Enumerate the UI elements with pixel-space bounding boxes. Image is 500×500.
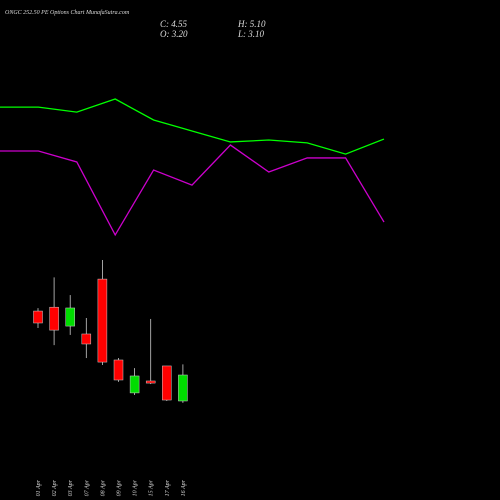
- x-tick-label: 15 Apr: [149, 479, 155, 496]
- candle-body: [49, 306, 59, 331]
- candle-body: [178, 374, 188, 402]
- candle-body: [81, 333, 92, 345]
- candle-body: [33, 310, 43, 324]
- ohlc-label: H: 5.10: [237, 19, 266, 29]
- chart-title: ONGC 252.50 PE Options Chart MunafaSutra…: [5, 9, 130, 16]
- indicator-line: [0, 98, 385, 155]
- x-tick-label: 09 Apr: [117, 479, 123, 496]
- candle-body: [145, 380, 156, 384]
- x-tick-label: 07 Apr: [84, 479, 90, 496]
- x-tick-label: 01 Apr: [36, 479, 42, 496]
- x-tick-label: 17 Apr: [165, 479, 171, 496]
- x-tick-label: 10 Apr: [133, 479, 139, 496]
- indicator-line: [0, 144, 385, 237]
- x-tick-label: 16 Apr: [181, 479, 187, 496]
- ohlc-label: L: 3.10: [237, 29, 265, 39]
- x-tick-label: 08 Apr: [100, 479, 106, 496]
- candle-body: [162, 365, 172, 401]
- ohlc-label: C: 4.55: [160, 19, 188, 29]
- candle-body: [129, 375, 140, 394]
- candle-body: [97, 278, 108, 363]
- x-tick-label: 03 Apr: [68, 479, 74, 496]
- candle-body: [113, 359, 124, 381]
- x-tick-label: 02 Apr: [52, 479, 58, 496]
- candle-body: [65, 307, 75, 327]
- ohlc-label: O: 3.20: [160, 29, 188, 39]
